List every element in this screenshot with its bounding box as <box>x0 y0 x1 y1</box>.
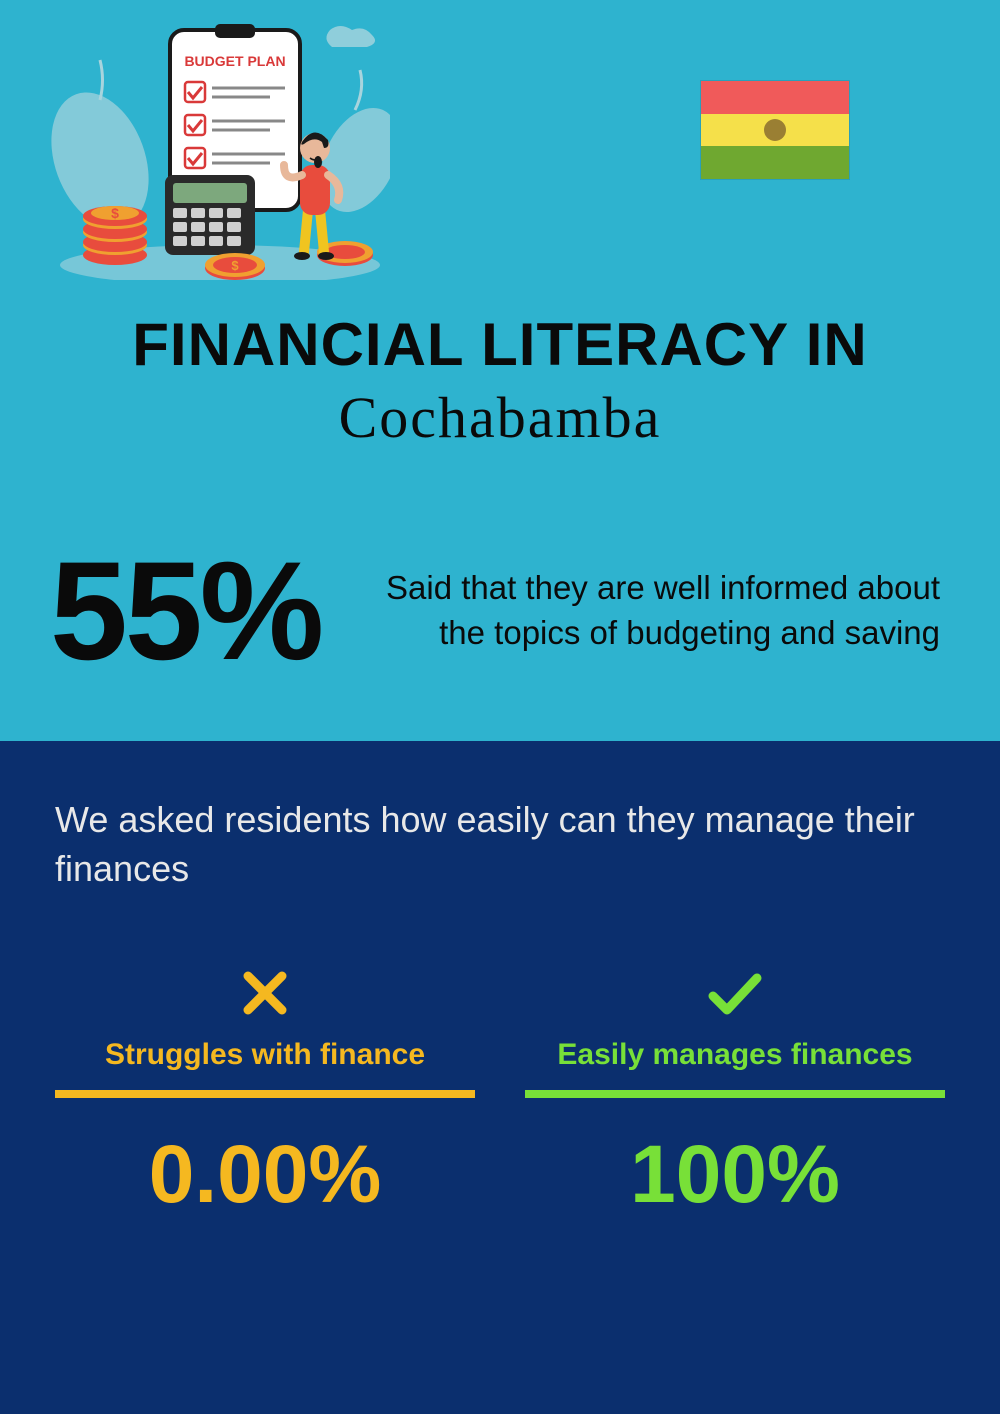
manages-divider <box>525 1090 945 1098</box>
x-mark-icon <box>55 963 475 1023</box>
infographic-page: BUDGET PLAN <box>0 0 1000 1414</box>
svg-text:$: $ <box>231 258 239 273</box>
header-row: BUDGET PLAN <box>50 20 950 280</box>
title-sub: Cochabamba <box>50 384 950 451</box>
bolivia-flag-icon <box>700 80 850 180</box>
stat-percent: 55% <box>50 541 321 681</box>
title-main: FINANCIAL LITERACY IN <box>50 310 950 379</box>
result-manages: Easily manages finances 100% <box>525 963 945 1222</box>
result-struggles: Struggles with finance 0.00% <box>55 963 475 1222</box>
question-text: We asked residents how easily can they m… <box>55 796 945 893</box>
manages-label: Easily manages finances <box>525 1038 945 1072</box>
bottom-section: We asked residents how easily can they m… <box>0 741 1000 1414</box>
check-mark-icon <box>525 963 945 1023</box>
stat-row: 55% Said that they are well informed abo… <box>50 541 950 681</box>
manages-value: 100% <box>525 1128 945 1222</box>
svg-text:BUDGET PLAN: BUDGET PLAN <box>184 53 285 69</box>
top-section: BUDGET PLAN <box>0 0 1000 741</box>
budget-illustration: BUDGET PLAN <box>50 20 390 280</box>
svg-text:$: $ <box>111 205 119 221</box>
struggles-value: 0.00% <box>55 1128 475 1222</box>
results-row: Struggles with finance 0.00% Easily mana… <box>55 963 945 1222</box>
flag-emblem-icon <box>764 119 786 141</box>
struggles-divider <box>55 1090 475 1098</box>
struggles-label: Struggles with finance <box>55 1038 475 1072</box>
flag-stripe-red <box>701 81 849 114</box>
flag-stripe-green <box>701 146 849 179</box>
title-block: FINANCIAL LITERACY IN Cochabamba <box>50 310 950 451</box>
stat-description: Said that they are well informed about t… <box>351 566 950 655</box>
